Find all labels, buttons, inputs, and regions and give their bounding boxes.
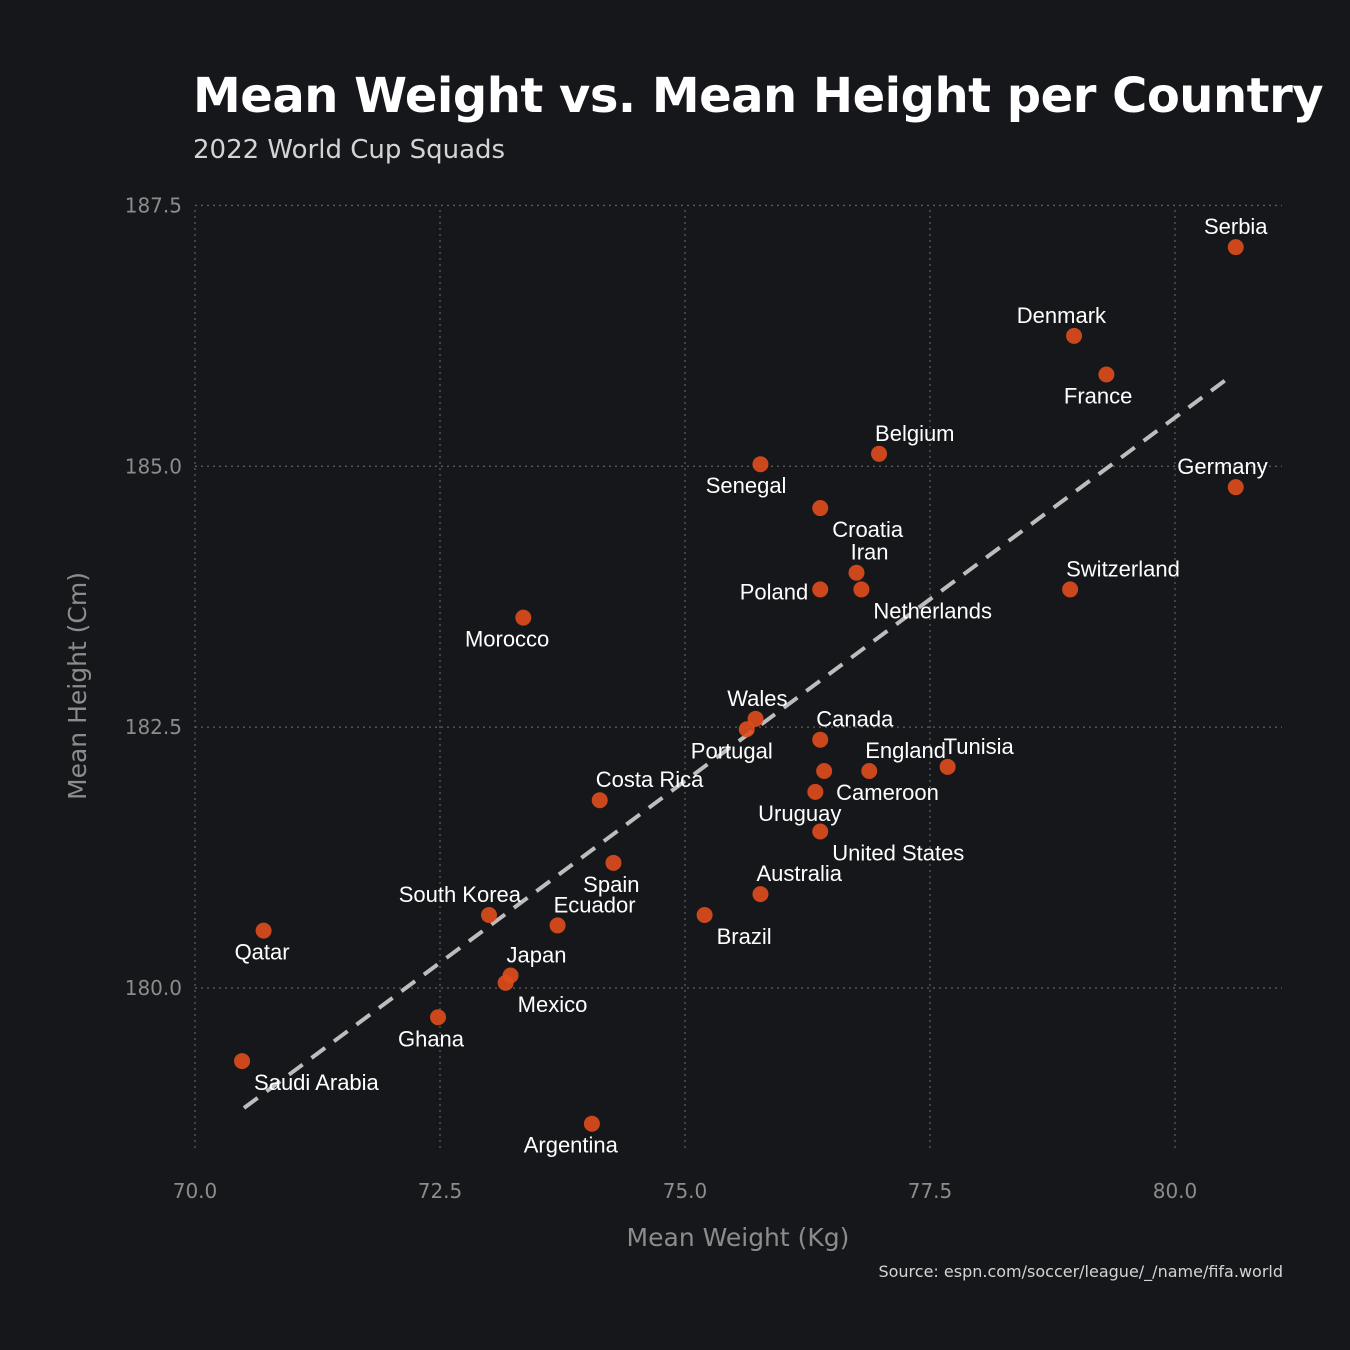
data-point: [1062, 581, 1079, 598]
data-point: [1227, 479, 1244, 496]
data-point: [747, 710, 764, 727]
x-tick-label: 72.5: [418, 1179, 463, 1203]
data-point: [812, 581, 829, 598]
y-axis-label: Mean Height (Cm): [63, 572, 92, 800]
y-tick-label: 187.5: [125, 193, 182, 217]
point-label: Mexico: [518, 992, 588, 1017]
x-tick-label: 80.0: [1153, 1179, 1198, 1203]
point-label: Costa Rica: [596, 767, 704, 792]
data-point: [861, 763, 878, 779]
point-label: Poland: [740, 579, 809, 604]
data-point: [812, 500, 829, 517]
point-label: Saudi Arabia: [254, 1070, 380, 1095]
point-label: Serbia: [1204, 214, 1268, 239]
point-label: Canada: [816, 707, 894, 732]
point-label: Germany: [1177, 454, 1267, 479]
data-point: [738, 721, 755, 738]
x-tick-label: 77.5: [908, 1179, 953, 1203]
point-label: Denmark: [1017, 303, 1107, 328]
data-point: [430, 1009, 447, 1026]
y-axis-ticks: 180.0 182.5 185.0 187.5: [125, 193, 182, 1000]
point-label: France: [1064, 383, 1132, 408]
point-label: Argentina: [524, 1133, 619, 1158]
data-point: [1066, 327, 1083, 344]
data-point: [583, 1115, 600, 1132]
point-label: Belgium: [875, 421, 954, 446]
data-point: [591, 792, 608, 809]
x-tick-label: 75.0: [663, 1179, 708, 1203]
point-label: Cameroon: [836, 780, 939, 805]
y-tick-label: 180.0: [125, 976, 182, 1000]
point-label: Ghana: [398, 1026, 465, 1051]
data-point: [752, 886, 769, 903]
point-label: Iran: [851, 540, 889, 565]
data-point: [812, 731, 829, 748]
data-point: [752, 456, 769, 473]
point-label: Senegal: [706, 473, 787, 498]
chart-subtitle: 2022 World Cup Squads: [193, 135, 506, 165]
point-label: Qatar: [235, 940, 290, 965]
data-point: [853, 581, 870, 598]
data-point: [481, 907, 497, 923]
trendline: [242, 376, 1231, 1110]
point-label: Japan: [507, 943, 567, 968]
point-label: Tunisia: [944, 734, 1015, 759]
data-point: [1227, 239, 1244, 256]
point-label: Switzerland: [1066, 556, 1180, 581]
data-point: [497, 974, 514, 991]
point-label: Brazil: [717, 924, 772, 949]
point-labels: Serbia Denmark France Belgium Germany Senegal…: [235, 214, 1269, 1158]
source-note: Source: espn.com/soccer/league/_/name/fi…: [878, 1262, 1283, 1281]
chart-title: Mean Weight vs. Mean Height per Country: [193, 68, 1324, 124]
y-tick-label: 182.5: [125, 715, 182, 739]
x-axis-label: Mean Weight (Kg): [627, 1223, 850, 1252]
data-point: [816, 763, 833, 779]
x-tick-label: 70.0: [173, 1179, 218, 1203]
x-axis-ticks: 70.0 72.5 75.0 77.5 80.0: [173, 1179, 1198, 1203]
data-point: [605, 854, 622, 871]
point-label: United States: [832, 841, 964, 866]
point-label: Australia: [756, 861, 842, 886]
data-point: [871, 445, 888, 462]
point-label: Morocco: [465, 627, 549, 652]
point-label: Uruguay: [758, 801, 841, 826]
point-label: Wales: [727, 686, 787, 711]
trendline-group: [242, 376, 1231, 1110]
point-label: Portugal: [691, 738, 773, 763]
point-label: Spain: [583, 872, 639, 897]
point-label: Croatia: [832, 517, 904, 542]
point-label: Netherlands: [873, 598, 992, 623]
point-label: South Korea: [399, 882, 522, 907]
data-points: [234, 239, 1244, 1132]
data-point: [696, 907, 713, 923]
data-point: [807, 783, 824, 800]
data-point: [812, 823, 829, 840]
point-label: Ecuador: [554, 892, 636, 917]
data-point: [234, 1053, 251, 1070]
data-point: [1098, 366, 1115, 383]
data-point: [848, 564, 865, 581]
data-point: [255, 922, 272, 939]
data-point: [515, 609, 532, 626]
data-point: [549, 917, 566, 934]
point-label: England: [865, 738, 946, 763]
y-tick-label: 185.0: [125, 454, 182, 478]
data-point: [939, 758, 956, 775]
grid: [194, 204, 1282, 1152]
